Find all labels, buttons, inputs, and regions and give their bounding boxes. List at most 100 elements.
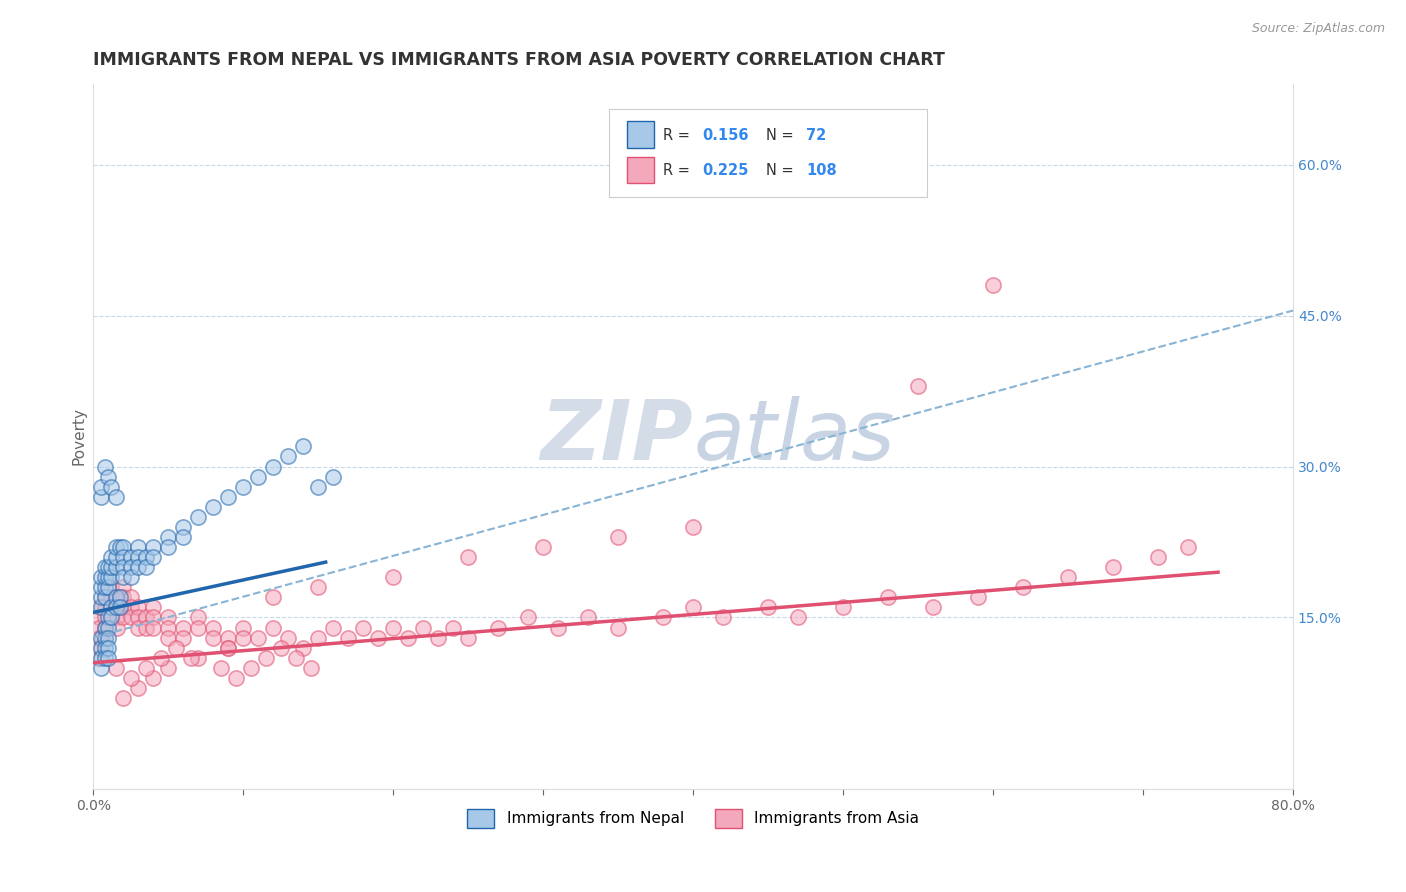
Point (547, 620, 569, 634)
Point (120, 570, 142, 584)
Point (97, 580, 120, 594)
Point (90, 591, 112, 605)
Point (142, 671, 165, 685)
Point (149, 650, 172, 665)
Point (254, 650, 277, 665)
Point (90, 650, 112, 665)
Point (352, 620, 374, 634)
Point (104, 591, 127, 605)
Point (322, 620, 344, 634)
Point (105, 610, 128, 624)
Point (157, 540, 180, 554)
Point (142, 540, 165, 554)
Text: N =: N = (766, 162, 799, 178)
Point (232, 631, 254, 645)
Point (187, 610, 209, 624)
Point (486, 620, 509, 634)
Point (104, 661, 127, 675)
Point (232, 480, 254, 494)
Point (209, 661, 232, 675)
Point (202, 631, 225, 645)
Point (135, 661, 157, 675)
Text: N =: N = (766, 128, 799, 143)
Point (94, 650, 117, 665)
Point (682, 600, 704, 615)
Point (112, 570, 135, 584)
Point (89, 610, 111, 624)
Point (165, 640, 187, 655)
Point (135, 610, 157, 624)
Y-axis label: Poverty: Poverty (72, 408, 86, 466)
Point (120, 671, 142, 685)
Point (270, 640, 292, 655)
Point (94, 591, 117, 605)
Point (412, 620, 434, 634)
Point (187, 650, 209, 665)
Point (202, 500, 225, 514)
Point (172, 631, 194, 645)
Point (135, 560, 157, 574)
Point (100, 600, 122, 615)
Point (396, 631, 419, 645)
Text: atlas: atlas (693, 396, 894, 477)
Point (94, 631, 117, 645)
Point (97, 640, 120, 655)
Point (142, 620, 165, 634)
Point (112, 690, 135, 705)
Point (307, 631, 329, 645)
Point (100, 560, 122, 574)
Point (135, 620, 157, 634)
Point (94, 560, 117, 574)
Point (787, 610, 810, 624)
Point (94, 591, 117, 605)
Point (262, 591, 284, 605)
Point (100, 610, 122, 624)
Point (1102, 560, 1125, 574)
Point (157, 661, 180, 675)
Point (217, 640, 239, 655)
Text: ZIP: ZIP (540, 396, 693, 477)
Point (127, 600, 149, 615)
Point (120, 560, 142, 574)
Point (120, 550, 142, 565)
Point (100, 480, 122, 494)
Point (217, 640, 239, 655)
Point (94, 570, 117, 584)
Point (94, 620, 117, 634)
Point (127, 560, 149, 574)
Point (120, 600, 142, 615)
Point (142, 610, 165, 624)
Point (981, 278, 1004, 293)
Point (94, 580, 117, 594)
Point (172, 620, 194, 634)
Point (97, 620, 120, 634)
Point (104, 600, 127, 615)
Point (652, 610, 675, 624)
Point (607, 620, 630, 634)
Point (247, 469, 270, 483)
Point (217, 490, 239, 504)
Point (94, 640, 117, 655)
Point (90, 490, 112, 504)
Point (104, 490, 127, 504)
Text: R =: R = (664, 162, 695, 178)
Text: 0.225: 0.225 (703, 162, 749, 178)
Point (94, 600, 117, 615)
Point (756, 600, 779, 615)
Point (307, 480, 329, 494)
Point (120, 610, 142, 624)
Legend: Immigrants from Nepal, Immigrants from Asia: Immigrants from Nepal, Immigrants from A… (461, 803, 925, 834)
Point (108, 540, 131, 554)
Text: 108: 108 (806, 162, 837, 178)
Point (90, 600, 112, 615)
Point (247, 631, 270, 645)
Point (112, 600, 135, 615)
Point (142, 600, 165, 615)
Point (120, 591, 142, 605)
Point (517, 610, 540, 624)
Text: 0.156: 0.156 (703, 128, 749, 143)
Point (89, 631, 111, 645)
Point (112, 591, 135, 605)
Point (284, 650, 307, 665)
Point (105, 600, 128, 615)
